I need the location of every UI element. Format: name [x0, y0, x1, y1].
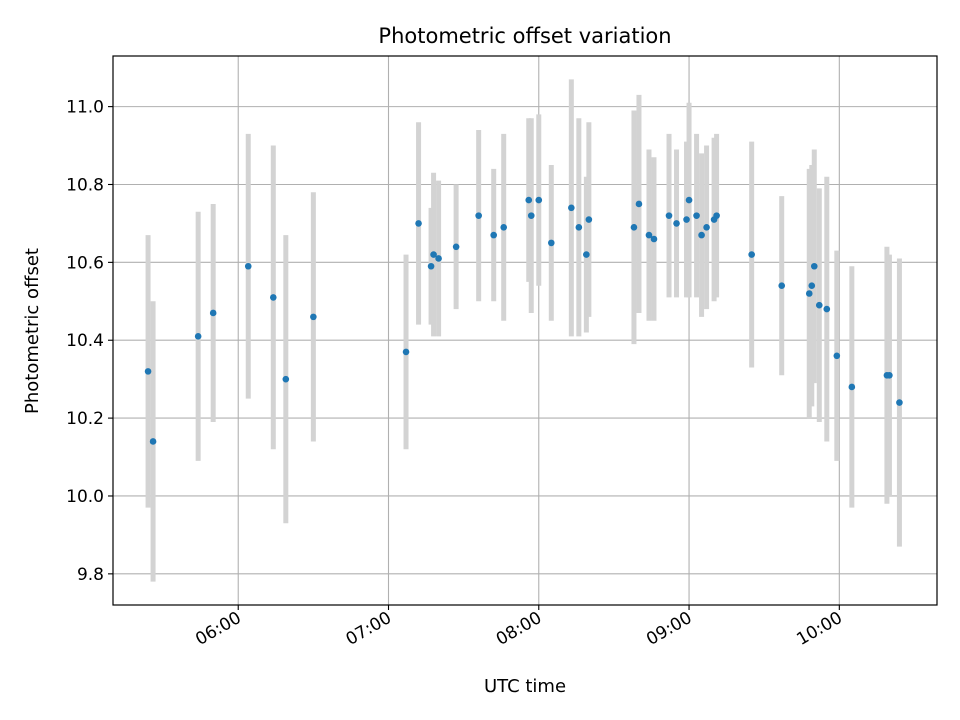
data-point	[635, 200, 643, 208]
data-point	[645, 231, 653, 239]
data-point	[833, 352, 841, 360]
data-point	[886, 371, 893, 379]
data-point	[427, 262, 435, 270]
data-point	[415, 220, 422, 227]
data-point	[848, 383, 856, 391]
data-point	[430, 251, 437, 258]
data-point	[748, 251, 755, 258]
data-point	[490, 231, 497, 239]
data-point	[683, 216, 690, 223]
plot-frame	[112, 55, 938, 606]
data-point	[149, 438, 157, 445]
data-point	[693, 212, 700, 219]
x-axis-label: UTC time	[484, 676, 566, 697]
y-tick-label: 9.8	[77, 565, 104, 585]
data-point	[575, 224, 583, 231]
y-tick-label: 11.0	[66, 98, 104, 118]
data-point	[244, 262, 252, 270]
data-point	[500, 224, 508, 231]
data-point	[673, 220, 680, 227]
y-tick-label: 10.6	[66, 253, 104, 273]
data-point	[144, 368, 152, 375]
data-point	[527, 212, 535, 219]
chart-title: Photometric offset variation	[378, 24, 671, 48]
data-point	[703, 224, 710, 231]
data-point	[194, 333, 202, 340]
y-tick-label: 10.8	[66, 175, 104, 195]
data-point	[778, 282, 786, 290]
data-point	[665, 212, 673, 219]
data-point	[525, 196, 533, 204]
y-axis-ticks: 9.8 10.0 10.2 10.4 10.6 10.8 11.0	[66, 98, 113, 585]
data-point	[535, 196, 543, 204]
data-point	[209, 309, 217, 317]
data-point	[435, 255, 442, 262]
y-tick-label: 10.4	[66, 331, 104, 351]
data-point	[896, 399, 903, 406]
data-point	[823, 305, 831, 313]
data-point	[452, 243, 460, 251]
data-point	[585, 216, 593, 223]
data-point	[685, 196, 693, 204]
data-point	[698, 231, 705, 239]
data-point	[810, 262, 818, 270]
data-point	[547, 239, 555, 247]
y-tick-label: 10.2	[66, 409, 104, 429]
data-point	[650, 235, 658, 243]
data-point	[815, 301, 823, 309]
data-point	[583, 251, 590, 258]
y-axis-label: Photometric offset	[22, 248, 43, 414]
data-point	[713, 212, 720, 219]
data-point	[630, 224, 638, 231]
data-point	[805, 290, 813, 297]
data-point	[282, 375, 290, 383]
data-point	[568, 204, 575, 212]
data-point	[310, 313, 317, 321]
data-point	[808, 282, 816, 290]
data-point	[402, 348, 410, 356]
data-point	[475, 212, 482, 219]
y-tick-label: 10.0	[66, 487, 104, 507]
data-point	[269, 294, 277, 301]
data-points	[144, 196, 903, 445]
